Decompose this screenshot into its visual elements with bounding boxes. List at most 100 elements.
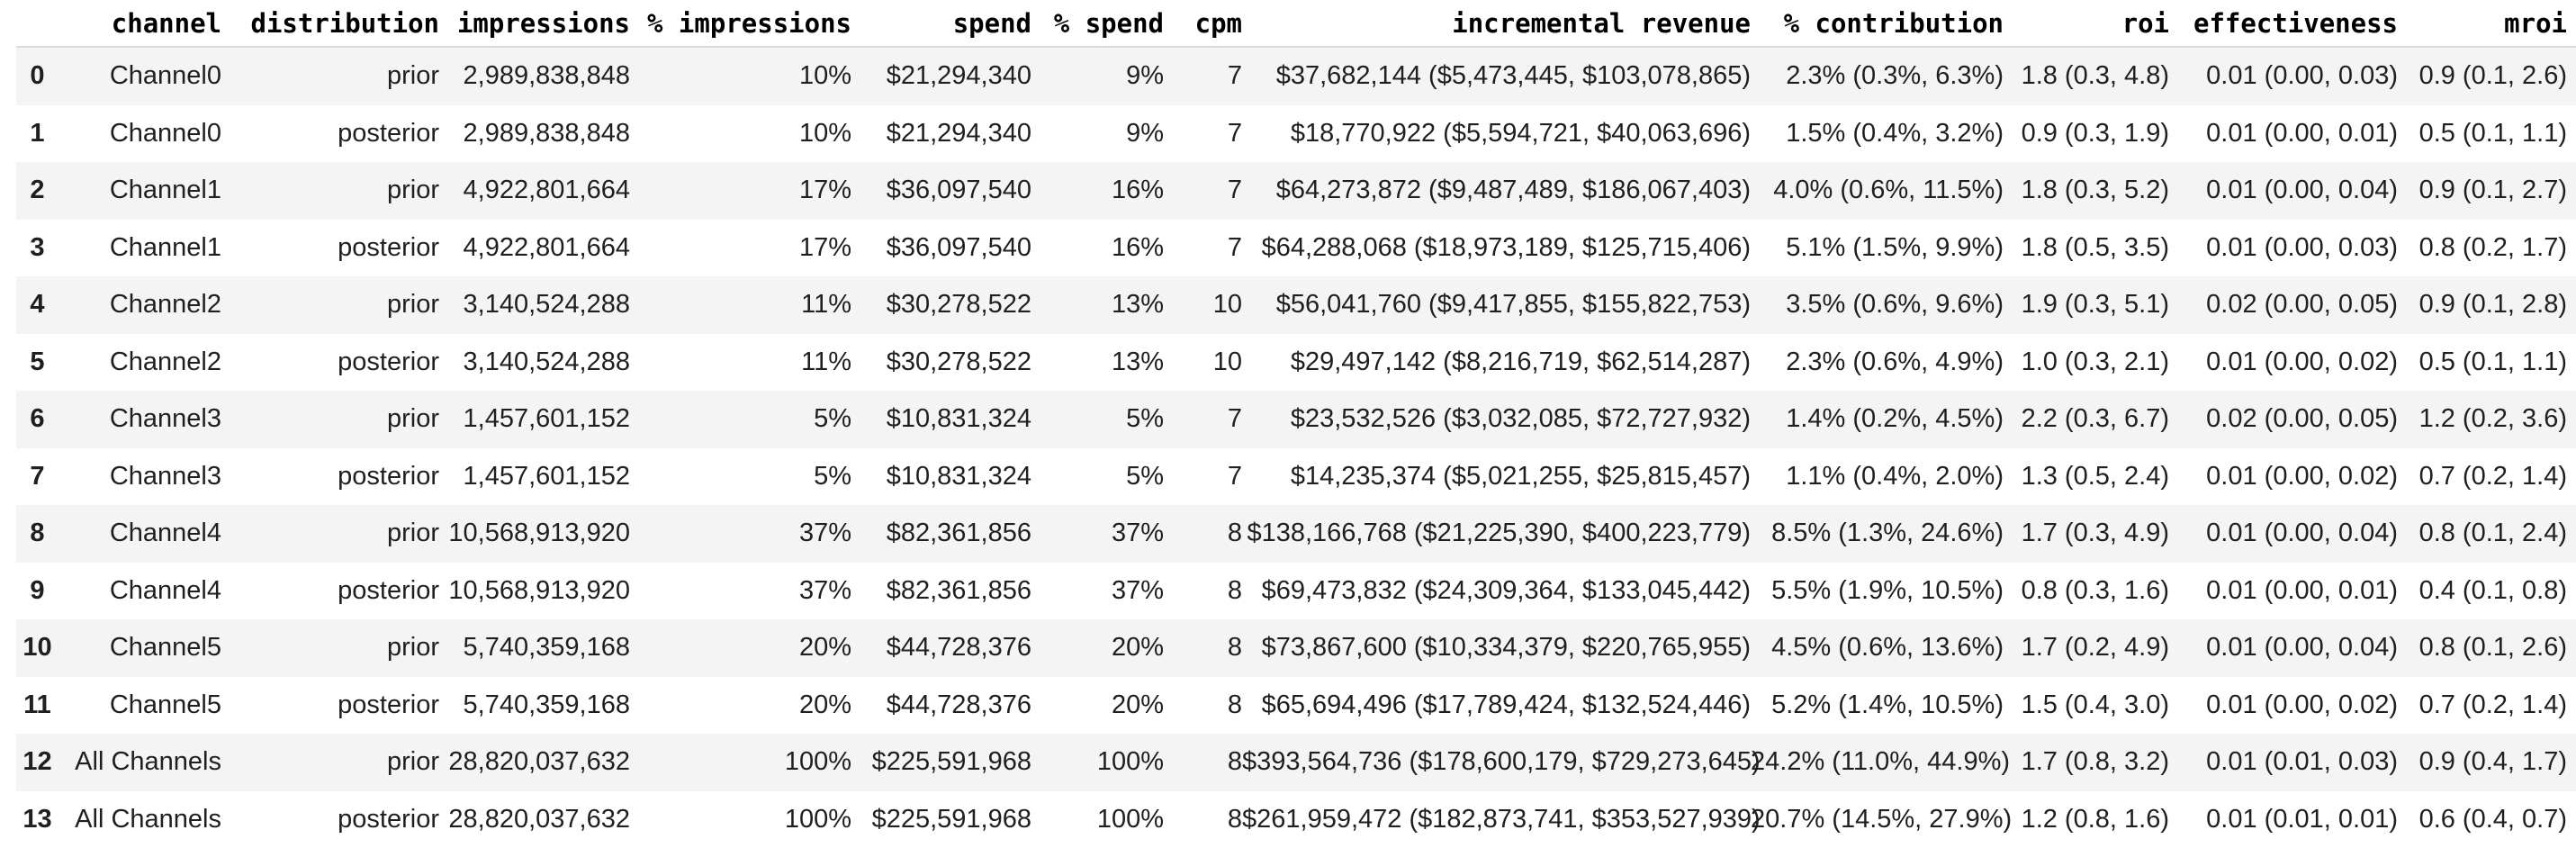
cell-spend: $10,831,324 [886, 461, 1031, 491]
cell-mroi: 0.9 (0.4, 1.7) [2418, 747, 2567, 777]
cell-channel: Channel2 [109, 347, 221, 376]
cell-mroi: 0.9 (0.1, 2.6) [2418, 61, 2567, 91]
row-index: 9 [30, 575, 45, 605]
table-row: 7 Channel3 posterior 1,457,601,152 5% $10,831… [16, 448, 2576, 506]
cell-distribution: prior [386, 404, 439, 434]
cell-pct-spend: 9% [1126, 61, 1164, 91]
cell-mroi: 0.8 (0.1, 2.6) [2418, 633, 2567, 663]
cell-pct-impressions: 100% [784, 747, 851, 777]
cell-channel: Channel3 [109, 461, 221, 491]
cell-pct-spend: 16% [1111, 232, 1164, 262]
cell-cpm: 10 [1212, 290, 1242, 320]
cell-incremental-revenue: $64,273,872 ($9,487,489, $186,067,403) [1275, 176, 1751, 205]
cell-roi: 2.2 (0.3, 6.7) [2021, 404, 2169, 434]
row-index: 3 [30, 232, 45, 262]
cell-impressions: 1,457,601,152 [463, 404, 630, 434]
cell-spend: $82,361,856 [886, 575, 1031, 605]
cell-cpm: 7 [1227, 232, 1242, 262]
cell-impressions: 5,740,359,168 [463, 690, 630, 719]
table-row: 8 Channel4 prior 10,568,913,920 37% $82,361,8… [16, 505, 2576, 563]
col-header-pct-contribution: % contribution [1751, 0, 2004, 48]
cell-distribution: posterior [338, 804, 439, 834]
cell-pct-impressions: 20% [798, 690, 851, 719]
cell-roi: 0.8 (0.3, 1.6) [2021, 575, 2169, 605]
cell-mroi: 1.2 (0.2, 3.6) [2418, 404, 2567, 434]
cell-effectiveness: 0.01 (0.00, 0.03) [2206, 61, 2398, 91]
cell-effectiveness: 0.01 (0.00, 0.04) [2206, 519, 2398, 548]
cell-roi: 1.8 (0.3, 5.2) [2021, 176, 2169, 205]
cell-incremental-revenue: $18,770,922 ($5,594,721, $40,063,696) [1290, 118, 1751, 148]
cell-cpm: 7 [1227, 176, 1242, 205]
cell-pct-impressions: 17% [798, 232, 851, 262]
cell-channel: Channel4 [109, 575, 221, 605]
cell-impressions: 3,140,524,288 [463, 347, 630, 376]
row-index: 12 [23, 747, 52, 777]
cell-impressions: 4,922,801,664 [463, 232, 630, 262]
cell-pct-contribution: 4.0% (0.6%, 11.5%) [1773, 176, 2004, 205]
cell-mroi: 0.7 (0.2, 1.4) [2418, 690, 2567, 719]
cell-pct-impressions: 37% [798, 575, 851, 605]
table-body: 0 Channel0 prior 2,989,838,848 10% $21,294,34… [16, 47, 2576, 848]
cell-pct-impressions: 10% [798, 61, 851, 91]
cell-roi: 1.8 (0.5, 3.5) [2021, 232, 2169, 262]
cell-effectiveness: 0.01 (0.00, 0.04) [2206, 176, 2398, 205]
col-header-spend: spend [851, 0, 1031, 48]
col-header-incremental-revenue: incremental revenue [1242, 0, 1751, 48]
cell-incremental-revenue: $37,682,144 ($5,473,445, $103,078,865) [1275, 61, 1751, 91]
cell-spend: $44,728,376 [886, 690, 1031, 719]
cell-distribution: prior [386, 176, 439, 205]
cell-incremental-revenue: $138,166,768 ($21,225,390, $400,223,779) [1247, 519, 1751, 548]
cell-impressions: 10,568,913,920 [448, 575, 630, 605]
row-index: 11 [23, 690, 51, 719]
table-row: 4 Channel2 prior 3,140,524,288 11% $30,278,52… [16, 276, 2576, 334]
col-header-cpm: cpm [1164, 0, 1242, 48]
cell-roi: 1.7 (0.8, 3.2) [2021, 747, 2169, 777]
cell-effectiveness: 0.01 (0.00, 0.02) [2206, 347, 2398, 376]
cell-effectiveness: 0.01 (0.01, 0.03) [2206, 747, 2398, 777]
cell-mroi: 0.8 (0.1, 2.4) [2418, 519, 2567, 548]
cell-pct-spend: 16% [1111, 176, 1164, 205]
cell-pct-contribution: 4.5% (0.6%, 13.6%) [1771, 633, 2004, 663]
table-header: channel distribution impressions % impre… [16, 0, 2576, 48]
cell-roi: 1.7 (0.2, 4.9) [2021, 633, 2169, 663]
cell-pct-impressions: 17% [798, 176, 851, 205]
cell-effectiveness: 0.01 (0.00, 0.02) [2206, 690, 2398, 719]
col-header-mroi: mroi [2398, 0, 2576, 48]
cell-pct-impressions: 10% [798, 118, 851, 148]
cell-impressions: 5,740,359,168 [463, 633, 630, 663]
cell-distribution: posterior [338, 575, 439, 605]
cell-roi: 1.3 (0.5, 2.4) [2021, 461, 2169, 491]
cell-roi: 1.8 (0.3, 4.8) [2021, 61, 2169, 91]
cell-pct-spend: 37% [1111, 575, 1164, 605]
cell-impressions: 28,820,037,632 [448, 804, 630, 834]
cell-mroi: 0.8 (0.2, 1.7) [2418, 232, 2567, 262]
cell-channel: Channel5 [109, 690, 221, 719]
cell-pct-spend: 20% [1111, 633, 1164, 663]
cell-spend: $36,097,540 [886, 176, 1031, 205]
row-index: 5 [30, 347, 45, 376]
table-row: 3 Channel1 posterior 4,922,801,664 17% $36,09… [16, 220, 2576, 277]
table-row: 6 Channel3 prior 1,457,601,152 5% $10,831,324… [16, 391, 2576, 448]
cell-mroi: 0.7 (0.2, 1.4) [2418, 461, 2567, 491]
cell-pct-contribution: 5.2% (1.4%, 10.5%) [1771, 690, 2004, 719]
cell-channel: All Channels [75, 747, 221, 777]
cell-distribution: posterior [338, 118, 439, 148]
cell-pct-impressions: 100% [784, 804, 851, 834]
table-row: 11 Channel5 posterior 5,740,359,168 20% $44,7… [16, 677, 2576, 735]
cell-channel: Channel0 [109, 61, 221, 91]
cell-impressions: 28,820,037,632 [448, 747, 630, 777]
cell-distribution: prior [386, 290, 439, 320]
cell-pct-spend: 20% [1111, 690, 1164, 719]
cell-spend: $225,591,968 [871, 804, 1031, 834]
table-row: 5 Channel2 posterior 3,140,524,288 11% $30,27… [16, 334, 2576, 392]
cell-channel: Channel1 [109, 176, 221, 205]
cell-cpm: 8 [1227, 747, 1242, 777]
cell-roi: 1.0 (0.3, 2.1) [2021, 347, 2169, 376]
col-header-channel: channel [59, 0, 221, 48]
cell-mroi: 0.9 (0.1, 2.8) [2418, 290, 2567, 320]
cell-distribution: posterior [338, 690, 439, 719]
cell-distribution: prior [386, 61, 439, 91]
cell-impressions: 4,922,801,664 [463, 176, 630, 205]
row-index: 2 [30, 176, 45, 205]
